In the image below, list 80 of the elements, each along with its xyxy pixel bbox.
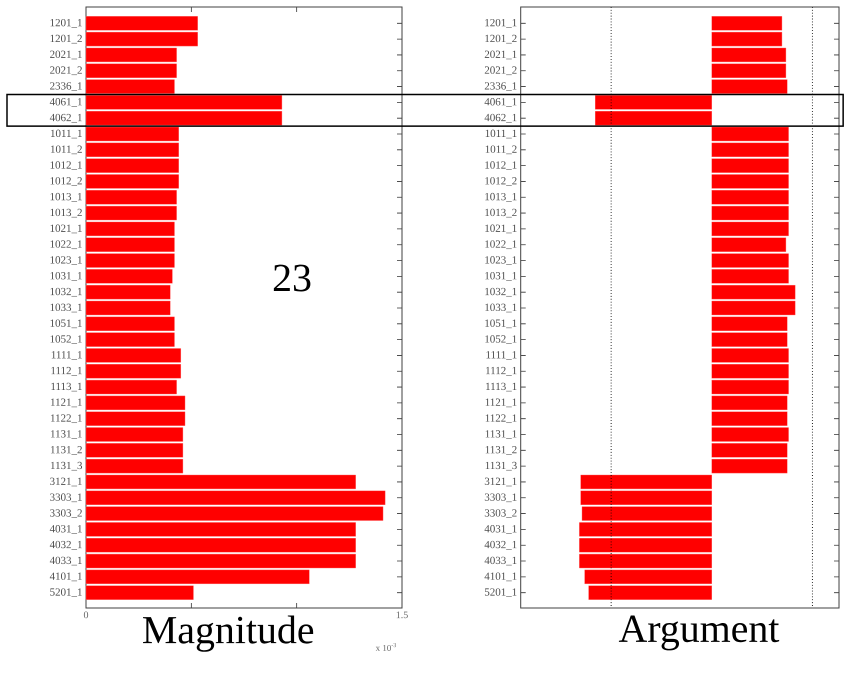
y-tick-label: 1131_2 [486,446,517,455]
y-tick-label: 1131_3 [50,462,82,470]
y-tick-label: 1112_1 [51,366,82,376]
y-tick-label: 1021_1 [50,224,82,234]
y-tick-label: 1201_1 [485,18,517,28]
y-tick-label: 1121_1 [50,398,82,408]
y-tick-label: 1031_1 [485,272,517,281]
y-tick-label: 2021_2 [484,66,517,76]
y-tick-label: 1011_2 [50,145,82,154]
y-tick-label: 1111_1 [52,351,82,360]
y-tick-label: 1131_1 [486,430,517,439]
y-tick-label: 1052_1 [50,335,82,344]
y-tick-label: 1201_1 [50,18,82,28]
y-tick-label: 2021_1 [484,50,517,60]
y-tick-label: 4101_1 [50,572,82,582]
y-tick-label: 1013_1 [485,192,517,202]
y-tick-label: 1201_2 [50,34,82,44]
y-tick-label: 1113_1 [486,382,517,392]
y-tick-label: 4062_1 [50,114,82,123]
y-tick-label: 1012_1 [50,161,82,170]
y-tick-label: 1023_1 [50,256,82,265]
y-tick-label: 1131_3 [486,462,517,470]
y-tick-label: 1022_1 [50,240,82,250]
y-tick-label: 1031_1 [50,272,82,281]
y-tick-label: 2021_1 [50,50,82,60]
y-tick-label: 4033_1 [484,556,517,566]
y-tick-label: 4101_1 [484,572,517,582]
y-tick-label: 1013_2 [485,208,517,218]
y-tick-label: 1111_1 [486,351,517,360]
x-axis-title: Argument [618,616,780,650]
y-tick-label: 1013_1 [50,192,82,202]
y-tick-label: 1023_1 [485,256,517,265]
y-tick-label: 3303_1 [50,493,82,502]
y-tick-label: 2336_1 [484,82,517,91]
y-tick-label: 1011_2 [486,145,517,154]
y-tick-label: 1051_1 [50,319,82,328]
y-tick-label: 4061_1 [484,98,517,107]
text: x 10$^{-3}$ [376,643,396,652]
annotation: 23 [274,264,310,292]
y-tick-label: 5201_1 [484,588,517,598]
y-tick-label: 1032_1 [485,288,517,297]
y-tick-label: 1112_1 [486,366,517,376]
y-tick-label: 1022_1 [485,240,517,250]
y-tick-label: 4061_1 [50,98,82,107]
y-tick-label: 1201_2 [485,34,517,44]
y-tick-label: 4031_1 [50,525,82,534]
y-tick-label: 1012_2 [485,177,517,186]
y-tick-label: 1013_2 [50,208,82,218]
y-tick-label: 2021_2 [50,66,82,76]
y-tick-label: 3121_1 [50,478,82,486]
y-tick-label: 1122_1 [486,414,517,424]
x-axis-title: Magnitude [143,616,314,652]
y-tick-label: 1051_1 [485,319,517,328]
y-tick-label: 1021_1 [485,224,517,234]
y-tick-label: 1032_1 [50,288,82,297]
y-tick-label: 1011_1 [50,130,82,138]
y-tick-label: 4062_1 [484,114,517,123]
y-tick-label: 1131_2 [50,446,82,455]
y-tick-label: 1011_1 [486,130,517,138]
y-tick-label: 4033_1 [50,556,82,566]
y-tick-label: 3303_2 [484,509,517,518]
y-tick-label: 1012_2 [50,177,82,186]
y-tick-label: 1121_1 [486,398,517,408]
y-tick-label: 1012_1 [485,161,517,170]
y-tick-label: 1113_1 [51,382,82,392]
y-tick-label: 1122_1 [50,414,82,424]
x-tick-label: 1.5 [396,612,408,618]
y-tick-label: 1052_1 [485,335,517,344]
y-tick-label: 3121_1 [484,478,517,486]
y-tick-label: 4032_1 [50,540,82,550]
y-tick-label: 1033_1 [485,304,517,312]
y-tick-label: 1033_1 [50,304,82,312]
y-tick-label: 3303_1 [484,493,517,502]
y-tick-label: 2336_1 [50,82,82,91]
y-tick-label: 4032_1 [484,540,517,550]
x-tick-label: 0 [84,612,88,618]
y-tick-label: 3303_2 [50,509,82,518]
y-tick-label: 5201_1 [50,588,82,598]
y-tick-label: 4031_1 [484,525,517,534]
y-tick-label: 1131_1 [50,430,82,439]
